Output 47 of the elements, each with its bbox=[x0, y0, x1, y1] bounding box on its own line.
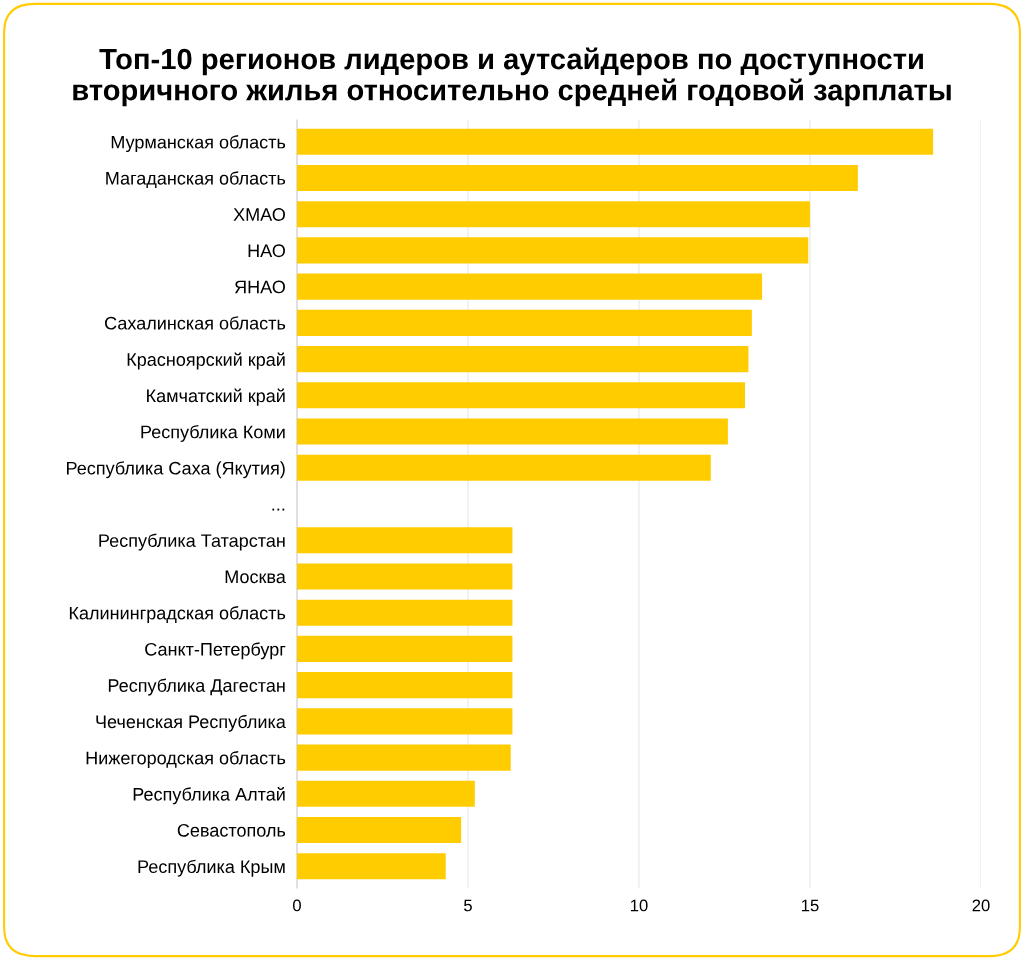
bar bbox=[296, 708, 513, 735]
y-tick-label: Севастополь bbox=[177, 823, 286, 837]
y-tick-label: Чеченская Республика bbox=[96, 714, 286, 732]
y-tick-label: Республика Алтай bbox=[133, 787, 285, 805]
bar bbox=[296, 853, 446, 880]
y-tick-label: ЯНАО bbox=[234, 280, 285, 294]
x-tick-label: 0 bbox=[292, 899, 301, 912]
bar bbox=[296, 164, 858, 191]
bar bbox=[296, 309, 752, 336]
y-tick-label: НАО bbox=[248, 244, 285, 258]
bar bbox=[296, 128, 934, 155]
y-tick-label: Санкт-Петербург bbox=[145, 642, 286, 660]
bar bbox=[296, 744, 511, 771]
y-tick-label: Республика Татарстан bbox=[99, 533, 285, 551]
y-tick-label: Республика Крым bbox=[138, 859, 285, 877]
bar bbox=[296, 418, 728, 445]
y-tick-label: Калининградская область bbox=[69, 606, 286, 624]
bar bbox=[296, 273, 763, 300]
y-tick-label: ... bbox=[272, 508, 285, 511]
bar bbox=[296, 635, 513, 662]
x-tick-label: 5 bbox=[464, 899, 472, 912]
y-tick-label: Красноярский край bbox=[127, 352, 285, 370]
bar bbox=[296, 527, 513, 554]
y-tick-label: Мурманская область bbox=[111, 135, 286, 153]
x-tick-label: 15 bbox=[801, 899, 819, 912]
bar bbox=[296, 599, 513, 626]
bar bbox=[296, 817, 462, 844]
y-tick-label: Магаданская область bbox=[106, 171, 286, 189]
bar bbox=[296, 201, 810, 228]
bar bbox=[296, 382, 745, 409]
y-tick-label: Москва bbox=[225, 570, 286, 584]
bar bbox=[296, 780, 475, 807]
y-tick-label: Нижегородская область bbox=[86, 750, 286, 768]
y-tick-label: Камчатский край bbox=[147, 388, 285, 406]
bar bbox=[296, 237, 809, 264]
y-tick-label: Республика Дагестан bbox=[108, 678, 285, 696]
bar bbox=[296, 346, 749, 373]
chart-title: Топ-10 регионов лидеров и аутсайдеров по доступности вторичного жилья относительно средней годовой зарплаты bbox=[73, 47, 951, 107]
bar bbox=[296, 563, 513, 590]
bar bbox=[296, 672, 513, 699]
x-tick-label: 20 bbox=[972, 899, 990, 912]
y-tick-label: Республика Саха (Якутия) bbox=[67, 461, 285, 479]
y-tick-label: ХМАО bbox=[233, 208, 285, 221]
y-tick-label: Сахалинская область bbox=[105, 316, 286, 330]
y-tick-label: Республика Коми bbox=[141, 424, 285, 442]
bar bbox=[296, 454, 711, 481]
x-tick-label: 10 bbox=[630, 899, 648, 912]
